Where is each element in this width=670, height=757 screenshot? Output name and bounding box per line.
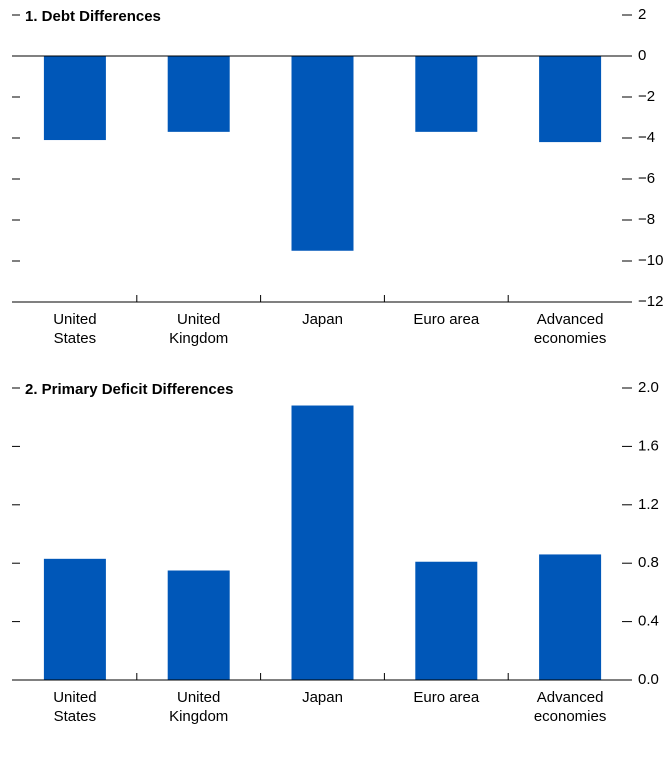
bar bbox=[43, 56, 106, 141]
bar bbox=[291, 405, 354, 680]
bar bbox=[167, 56, 230, 132]
x-tick-label: United Kingdom bbox=[169, 689, 229, 725]
chart-title: 2. Primary Deficit Differences bbox=[25, 381, 233, 398]
y-tick-label: 1.6 bbox=[638, 437, 659, 454]
x-tick-label: Advanced economies bbox=[533, 689, 607, 725]
x-tick-label: United Kingdom bbox=[169, 311, 229, 347]
bar bbox=[291, 56, 354, 251]
x-tick-label: Japan bbox=[302, 311, 343, 328]
chart-title: 1. Debt Differences bbox=[25, 8, 161, 25]
x-tick-label: Advanced economies bbox=[533, 311, 607, 347]
y-tick-label: −2 bbox=[638, 88, 655, 105]
bar bbox=[415, 561, 478, 680]
bar bbox=[539, 554, 602, 680]
y-tick-label: −6 bbox=[638, 170, 655, 187]
x-tick-label: United States bbox=[53, 311, 97, 347]
y-tick-label: −10 bbox=[638, 252, 663, 269]
y-tick-label: 0.0 bbox=[638, 671, 659, 688]
y-tick-label: −8 bbox=[638, 211, 655, 228]
y-tick-label: 2 bbox=[638, 6, 646, 23]
x-tick-label: Euro area bbox=[413, 689, 480, 706]
y-tick-label: −12 bbox=[638, 293, 663, 310]
y-tick-label: 2.0 bbox=[638, 379, 659, 396]
bar bbox=[167, 570, 230, 680]
x-tick-label: United States bbox=[53, 689, 97, 725]
y-tick-label: 0 bbox=[638, 47, 646, 64]
x-tick-label: Euro area bbox=[413, 311, 480, 328]
y-tick-label: −4 bbox=[638, 129, 655, 146]
y-tick-label: 0.4 bbox=[638, 613, 659, 630]
bar bbox=[539, 56, 602, 143]
y-tick-label: 1.2 bbox=[638, 496, 659, 513]
y-tick-label: 0.8 bbox=[638, 554, 659, 571]
x-tick-label: Japan bbox=[302, 689, 343, 706]
bar bbox=[43, 558, 106, 680]
bar bbox=[415, 56, 478, 132]
